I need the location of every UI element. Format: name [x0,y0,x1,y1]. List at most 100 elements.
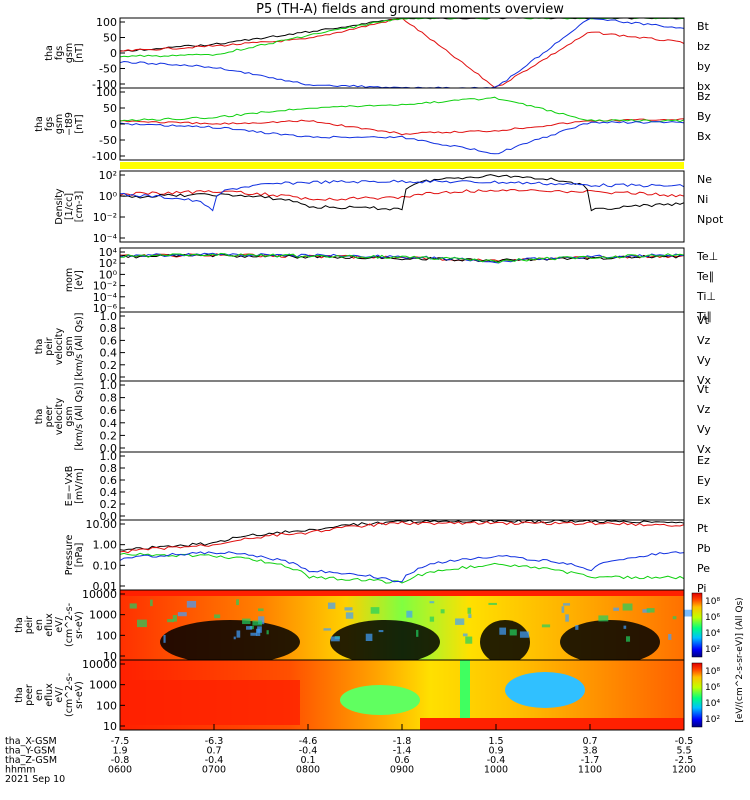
y-label-line: [nPa] [74,543,85,568]
y-tick-label: 1.0 [100,310,118,323]
y-label-line: gsm [64,43,75,63]
y-tick-label: 100 [96,16,117,29]
spectrogram-blob [480,620,530,664]
spectrogram-cell [163,634,166,643]
spectrogram-cell [330,636,340,642]
y-label-line: gsm [54,114,65,134]
y-tick-label: 10.00 [86,518,118,531]
legend-entry-Vy: Vy [697,354,711,367]
panel-frame [119,170,685,243]
spectrogram-cell [252,620,263,626]
spectrogram-cell [623,625,627,629]
legend-entry-Ey: Ey [697,474,711,487]
spectrogram-blob [340,685,420,715]
series-line-Ti∥ [120,252,685,264]
date-label: 2021 Sep 10 [5,774,65,785]
spectrogram-cell [561,606,565,613]
panel-frame [119,451,685,521]
x-tick-label: 0.7 [206,746,221,757]
panel-peir_vel: 1.00.80.60.40.20.0 tha peir velocity gsm [km/… [34,310,712,387]
legend-entry-Vx: Vx [697,443,712,456]
legend-entry-Vy: Vy [697,423,711,436]
y-tick-label: 10² [99,169,117,182]
y-tick-label: 100 [96,699,117,712]
y-tick-label: -50 [99,134,117,147]
y-label-line: sr-eV) [74,681,85,709]
y-tick-label: 0.0 [100,371,118,384]
panel-density: 10² 10⁰ 10⁻² 10⁻⁴ Density [1/cc] [cm-3] Ne Ni Npo… [54,169,724,245]
colorbar-label-text: [eV/(cm^2-s-sr-eV)] (All Qs) [735,597,745,722]
y-label-line: velocity [54,398,65,436]
panel-efield: 1.00.80.60.40.20.0 E=−VxB [mV/m] Ez Ey Ex [64,450,711,523]
y-label-line: gsm [64,406,75,426]
spectrogram-cell [467,607,472,614]
y-tick-label: 50 [103,102,117,115]
spectrogram-cell [488,602,497,605]
y-label-line: −t89 [64,112,75,136]
spectrogram-cell [672,616,677,620]
legend-entry-bx: bx [697,80,711,93]
y-tick-label: 100 [96,86,117,99]
y-label-line: en [34,619,45,631]
spectrogram-cell [406,610,413,618]
x-tick-label: -7.5 [111,736,130,747]
spectrogram-cell [129,603,137,609]
y-axis-label: tha peir en eflux eV/(cm^2-s-sr-eV) [14,603,85,647]
legend-entry-Ex: Ex [697,494,711,507]
spectrogram-cell [378,630,384,633]
y-tick-label: 10⁻⁴ [93,232,118,245]
x-tick-label: -4.6 [299,736,318,747]
x-tick-label: 0600 [108,765,132,776]
y-label-line: (cm^2-s- [64,603,75,647]
series-line-Npot [119,179,685,212]
y-label-line: peer [44,406,55,428]
spectrogram-bottom [420,718,684,730]
x-tick-label: 1100 [578,765,602,776]
x-tick-label: 0700 [202,765,226,776]
colorbar-tick: 10⁶ [705,613,720,623]
x-tick-label: 0900 [390,765,414,776]
x-tick-label: 1200 [672,765,696,776]
legend-entry-Pi: Pi [697,582,706,595]
spectrogram-cell [236,630,241,638]
panel-frame [119,17,685,89]
colorbar-label: [eV/(cm^2-s-sr-eV)] (All Qs) [735,597,745,722]
x-row-label: tha_X-GSM [5,736,57,747]
y-axis-label: Density [1/cc] [cm-3] [54,188,85,224]
y-tick-label: 10 [103,650,117,663]
y-tick-label: 10000 [82,658,117,671]
legend-entry-Ne: Ne [697,173,712,186]
y-tick-label: 0.6 [100,404,118,417]
y-label-line: tha [34,409,45,425]
x-tick-label: 1.9 [112,746,127,757]
spectrogram-cell [370,607,380,614]
legend-entry-Npot: Npot [697,213,724,226]
y-label-line: [1/cc] [64,193,75,220]
spectrogram-blob [160,620,300,664]
x-tick-label: 0.9 [488,746,503,757]
y-tick-label: 1000 [89,679,117,692]
y-tick-label: -100 [92,150,117,163]
y-label-line: [eV] [74,270,85,290]
spectrogram-blob [330,620,440,664]
panel-peer_vel: 1.00.80.60.40.20.0 tha peer velocity gsm [km/… [34,379,712,456]
spectrogram-cell [683,609,693,617]
y-tick-label: 0.01 [93,580,118,593]
y-tick-label: 0.8 [100,462,118,475]
y-label-line: [km/s (All Qs)] [74,383,85,451]
spectrogram-cell [172,615,177,622]
spectrogram-cell [455,618,465,625]
y-tick-label: 10⁻⁶ [93,302,118,315]
panel-fgs_gsm: 100 50 0 -50 -100 tha fgs gsm [nT] Bt bz by bx [44,16,711,93]
spectrogram-cell [214,614,221,619]
colorbar-tick: 10⁴ [705,699,720,709]
y-tick-label: 10⁻⁴ [93,291,118,304]
y-label-line: gsm [64,336,75,356]
spectrogram-cell [323,628,332,631]
series-line-bx [119,17,685,89]
spectrogram-cell [468,614,472,619]
y-label-line: E=−VxB [64,466,75,507]
y-label-line: sr-eV) [74,611,85,639]
spectrogram-cell [646,608,655,613]
